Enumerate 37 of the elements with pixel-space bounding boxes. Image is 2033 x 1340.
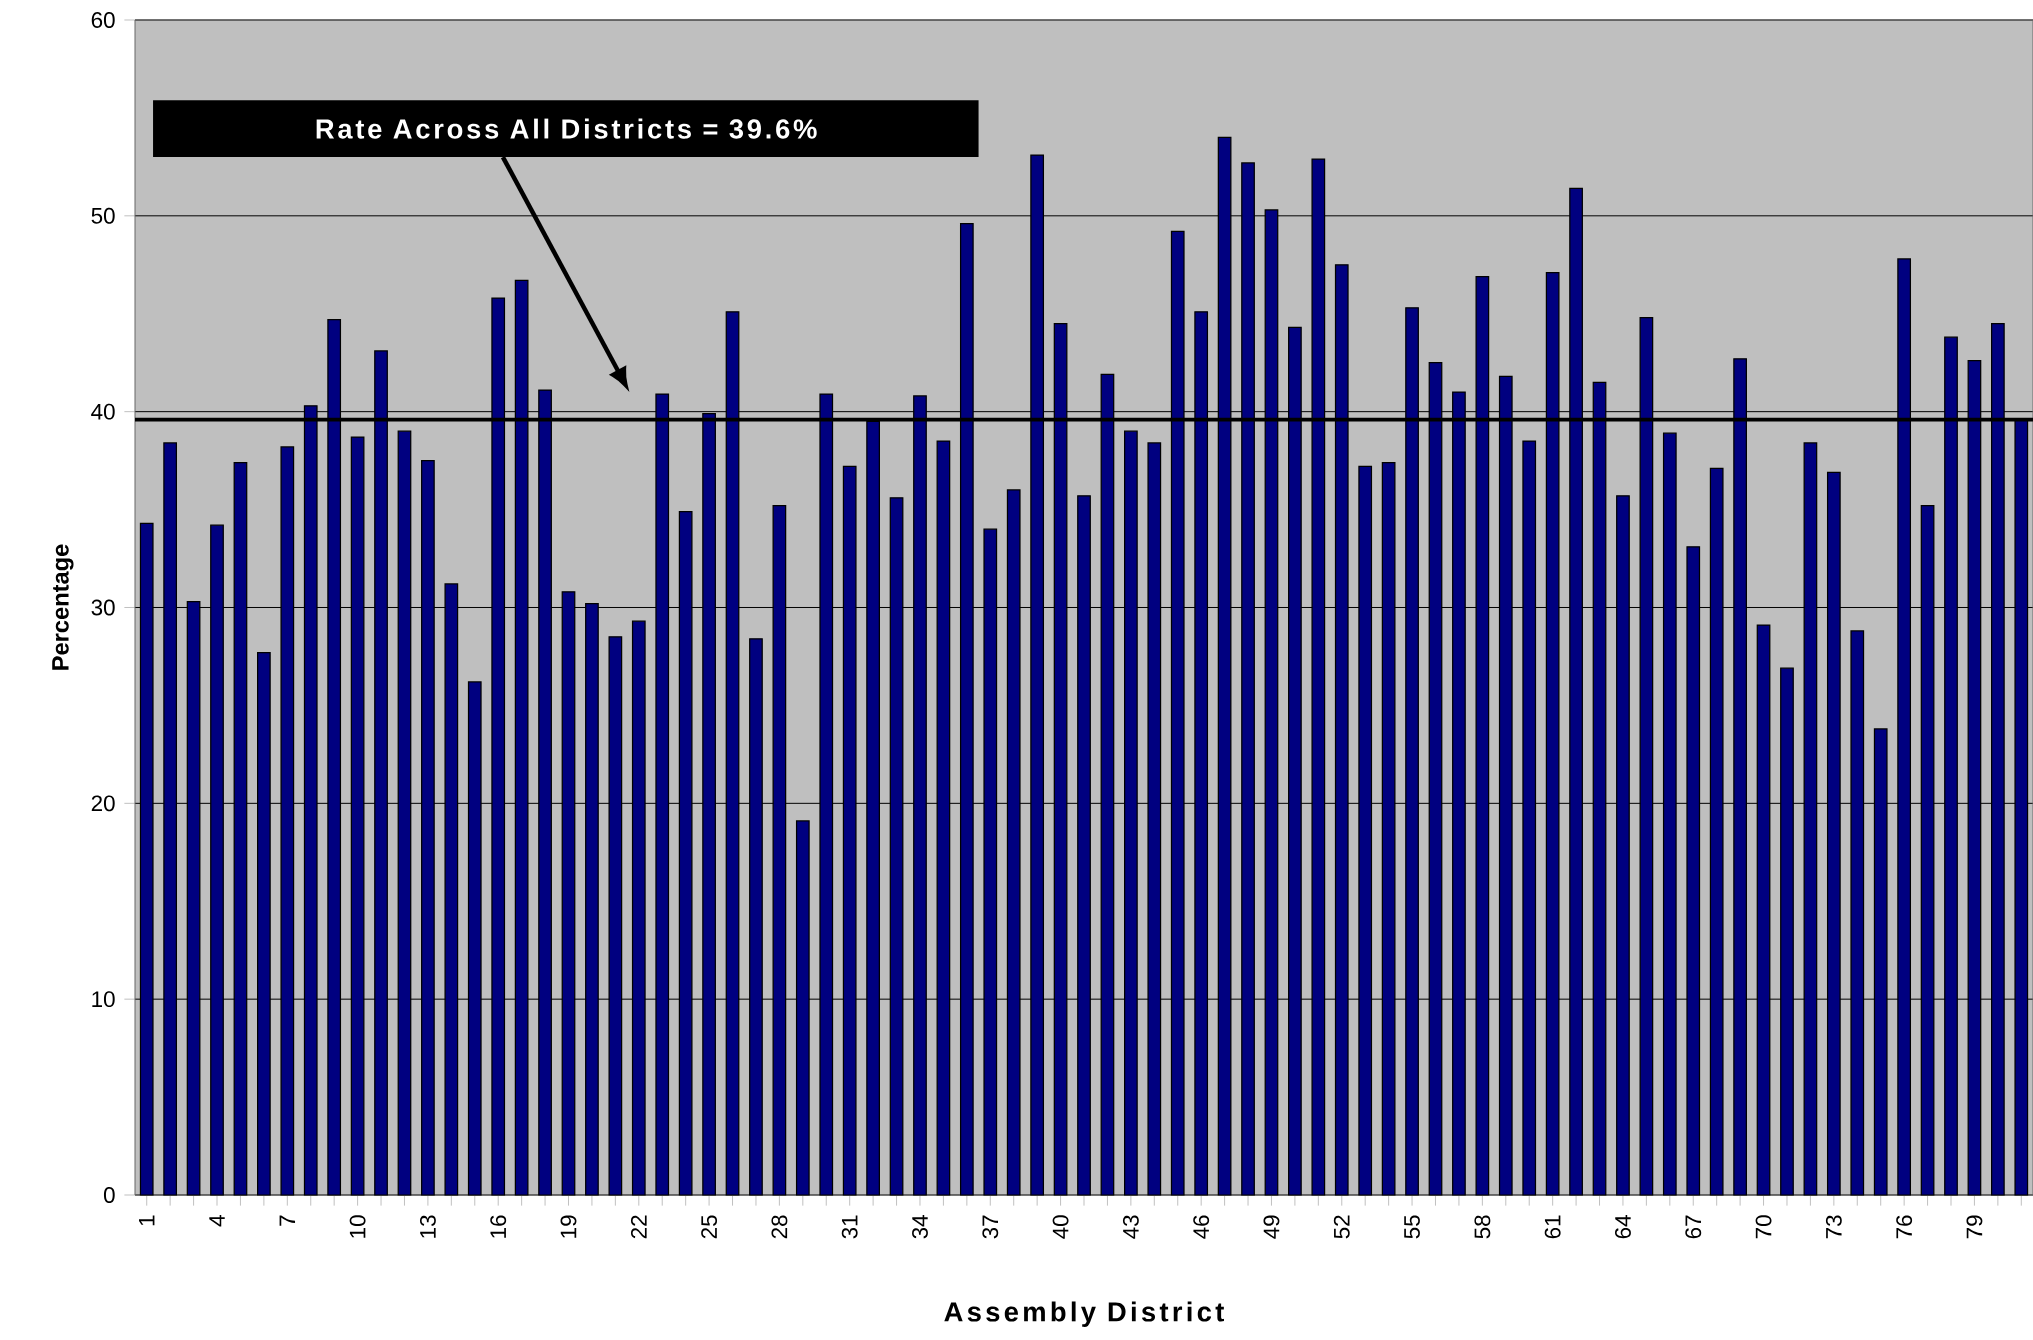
x-tick-label: 22 <box>630 1215 647 1239</box>
x-tick-label: 37 <box>982 1215 999 1239</box>
y-tick-label: 60 <box>91 12 115 28</box>
y-tick-label: 40 <box>91 403 115 420</box>
x-tick-label: 58 <box>1474 1215 1491 1239</box>
x-tick-label: 25 <box>701 1215 718 1239</box>
x-tick-label: 73 <box>1825 1215 1842 1239</box>
x-tick-label: 1 <box>139 1215 155 1226</box>
x-tick-label: 10 <box>349 1215 366 1238</box>
x-tick-label: 16 <box>490 1215 507 1238</box>
annotation: Rate Across All Districts = 39.6% <box>316 118 817 139</box>
x-tick-label: 52 <box>1333 1215 1350 1239</box>
y-tick-label: 10 <box>92 991 115 1008</box>
x-axis-title: Assembly District <box>944 1301 1225 1327</box>
x-tick-label: 55 <box>1404 1215 1420 1239</box>
y-tick-label: 30 <box>91 599 115 616</box>
x-tick-label: 79 <box>1966 1215 1983 1239</box>
y-tick-label: 50 <box>91 207 115 224</box>
x-tick-label: 61 <box>1544 1215 1561 1239</box>
x-tick-label: 31 <box>841 1215 858 1239</box>
x-tick-label: 67 <box>1685 1215 1702 1239</box>
x-tick-label: 64 <box>1615 1215 1631 1239</box>
x-tick-label: 4 <box>209 1215 225 1227</box>
x-tick-label: 49 <box>1263 1215 1280 1239</box>
x-tick-label: 43 <box>1122 1215 1139 1239</box>
x-tick-label: 76 <box>1896 1215 1913 1239</box>
x-tick-label: 40 <box>1052 1215 1069 1239</box>
x-tick-label: 46 <box>1193 1215 1210 1239</box>
x-tick-label: 13 <box>419 1215 436 1238</box>
x-tick-label: 34 <box>912 1215 928 1239</box>
x-tick-label: 28 <box>771 1215 788 1239</box>
x-tick-label: 19 <box>560 1215 577 1238</box>
y-tick-label: 20 <box>91 795 115 812</box>
x-tick-label: 7 <box>279 1215 296 1226</box>
y-tick-label: 0 <box>103 1187 115 1203</box>
x-tick-label: 70 <box>1755 1215 1772 1239</box>
y-axis-title: Percentage <box>52 544 74 670</box>
